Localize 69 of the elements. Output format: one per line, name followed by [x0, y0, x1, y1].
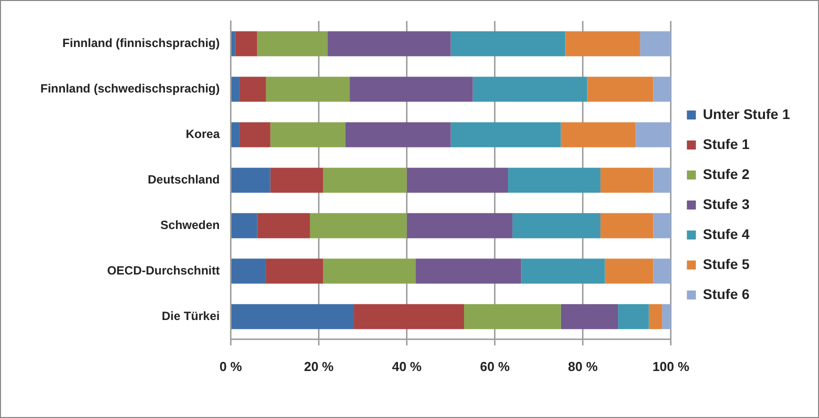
bar	[521, 258, 605, 284]
bar	[450, 122, 561, 148]
bar	[323, 258, 416, 284]
y-tick-label: Finnland (finnischsprachig)	[62, 36, 220, 50]
bar	[354, 304, 464, 330]
legend-label: Stufe 5	[702, 256, 750, 272]
bar	[450, 31, 566, 56]
bar	[323, 168, 407, 193]
x-tick-label: 40 %	[392, 358, 422, 374]
bar	[472, 76, 588, 102]
bar	[604, 258, 654, 284]
bar	[560, 122, 636, 148]
bar	[512, 213, 600, 238]
bar	[232, 304, 354, 330]
x-tick-label: 80 %	[568, 358, 598, 374]
bar	[328, 31, 451, 56]
y-tick-label: Finnland (schwedischsprachig)	[40, 82, 220, 96]
bar	[565, 31, 640, 56]
bar	[345, 122, 451, 148]
bar	[270, 168, 324, 193]
bar	[406, 213, 512, 238]
legend-label: Stufe 4	[702, 226, 750, 242]
bar	[240, 76, 266, 102]
bar	[257, 31, 328, 56]
bar	[464, 304, 561, 330]
y-tick-label: OECD-Durchschnitt	[107, 263, 220, 278]
x-tick-label: 60 %	[480, 358, 510, 374]
x-tick-label: 100 %	[652, 358, 690, 374]
bar	[648, 304, 662, 330]
bar	[235, 31, 258, 56]
bar	[508, 168, 600, 193]
bar	[257, 213, 310, 238]
bar	[653, 213, 671, 238]
y-tick-label: Deutschland	[148, 172, 220, 187]
bar	[600, 168, 654, 193]
bar	[406, 168, 508, 193]
bar	[266, 76, 350, 102]
bar	[416, 258, 522, 284]
legend-label: Stufe 6	[702, 286, 750, 302]
y-tick-label: Die Türkei	[162, 308, 220, 323]
bar	[618, 304, 649, 330]
legend-label: Stufe 3	[702, 196, 750, 212]
bar	[232, 168, 270, 193]
bar	[232, 76, 240, 102]
bar	[232, 258, 266, 284]
bar	[266, 258, 324, 284]
bar	[636, 122, 671, 148]
bar	[232, 31, 236, 56]
bar	[662, 304, 671, 330]
bar	[653, 168, 671, 193]
bar	[232, 122, 240, 148]
bar	[560, 304, 618, 330]
bar	[587, 76, 654, 102]
y-tick-label: Schweden	[160, 218, 220, 232]
bar	[600, 213, 654, 238]
bar	[310, 213, 407, 238]
x-tick-label: 0 %	[220, 358, 242, 374]
bar	[653, 76, 671, 102]
bar	[653, 258, 671, 284]
y-tick-label: Korea	[186, 127, 220, 142]
legend-label: Stufe 2	[702, 166, 750, 182]
bar	[350, 76, 473, 102]
bar	[640, 31, 671, 56]
x-tick-label: 20 %	[304, 358, 334, 374]
legend-label: Unter Stufe 1	[702, 106, 790, 122]
bar	[232, 213, 258, 238]
legend-label: Stufe 1	[702, 136, 750, 152]
bar	[270, 122, 346, 148]
bar	[240, 122, 270, 148]
